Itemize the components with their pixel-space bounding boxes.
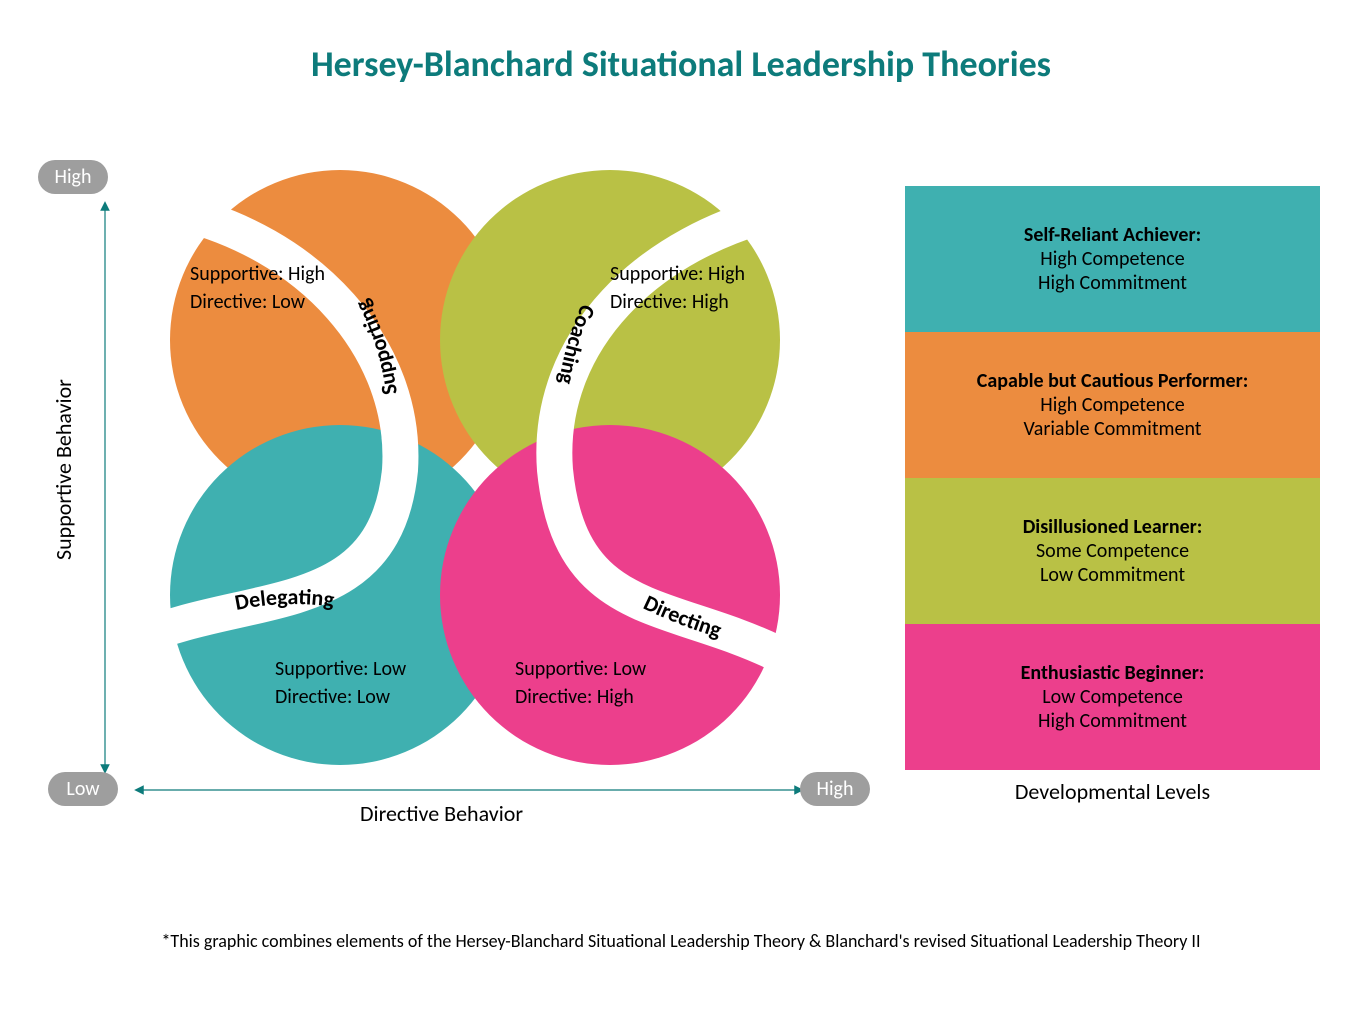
axis-low-pill: Low [48, 772, 118, 806]
stage: Hersey-Blanchard Situational Leadership … [0, 0, 1362, 1024]
supporting-line2: Directive: Low [190, 290, 306, 314]
coaching-line2: Directive: High [610, 290, 729, 314]
panel-row-2-line1: Some Competence [1036, 539, 1189, 563]
panel-caption: Developmental Levels [905, 778, 1320, 805]
panel-row-2-line2: Low Commitment [1040, 563, 1185, 587]
panel-row-1-line2: Variable Commitment [1024, 417, 1202, 441]
directing-line1: Supportive: Low [515, 657, 647, 681]
coaching-line1: Supportive: High [610, 262, 745, 286]
directing-line2: Directive: High [515, 685, 634, 709]
panel-row-0-title: Self-Reliant Achiever: [1024, 223, 1201, 247]
developmental-levels-panel: Self-Reliant Achiever: High Competence H… [905, 186, 1320, 805]
panel-row-2: Disillusioned Learner: Some Competence L… [905, 478, 1320, 624]
panel-row-3: Enthusiastic Beginner: Low Competence Hi… [905, 624, 1320, 770]
page-title: Hersey-Blanchard Situational Leadership … [0, 42, 1362, 86]
x-axis-label: Directive Behavior [360, 800, 523, 827]
x-axis-high-pill: High [800, 772, 870, 806]
delegating-line2: Directive: Low [275, 685, 391, 709]
axis-low-text: Low [66, 777, 99, 801]
supporting-line1: Supportive: High [190, 262, 325, 286]
panel-row-0-line1: High Competence [1040, 247, 1184, 271]
panel-row-1: Capable but Cautious Performer: High Com… [905, 332, 1320, 478]
panel-row-3-line2: High Commitment [1038, 709, 1187, 733]
quadrant-diagram: Delegating Directing Supporting Coaching… [40, 150, 880, 830]
panel-row-0: Self-Reliant Achiever: High Competence H… [905, 186, 1320, 332]
x-axis-high-text: High [817, 777, 854, 801]
panel-row-1-title: Capable but Cautious Performer: [977, 369, 1248, 393]
panel-row-1-line1: High Competence [1040, 393, 1184, 417]
panel-row-3-line1: Low Competence [1042, 685, 1183, 709]
panel-row-2-title: Disillusioned Learner: [1023, 515, 1203, 539]
panel-row-0-line2: High Commitment [1038, 271, 1187, 295]
panel-row-3-title: Enthusiastic Beginner: [1021, 661, 1205, 685]
delegating-line1: Supportive: Low [275, 657, 407, 681]
footnote: *This graphic combines elements of the H… [0, 930, 1362, 952]
